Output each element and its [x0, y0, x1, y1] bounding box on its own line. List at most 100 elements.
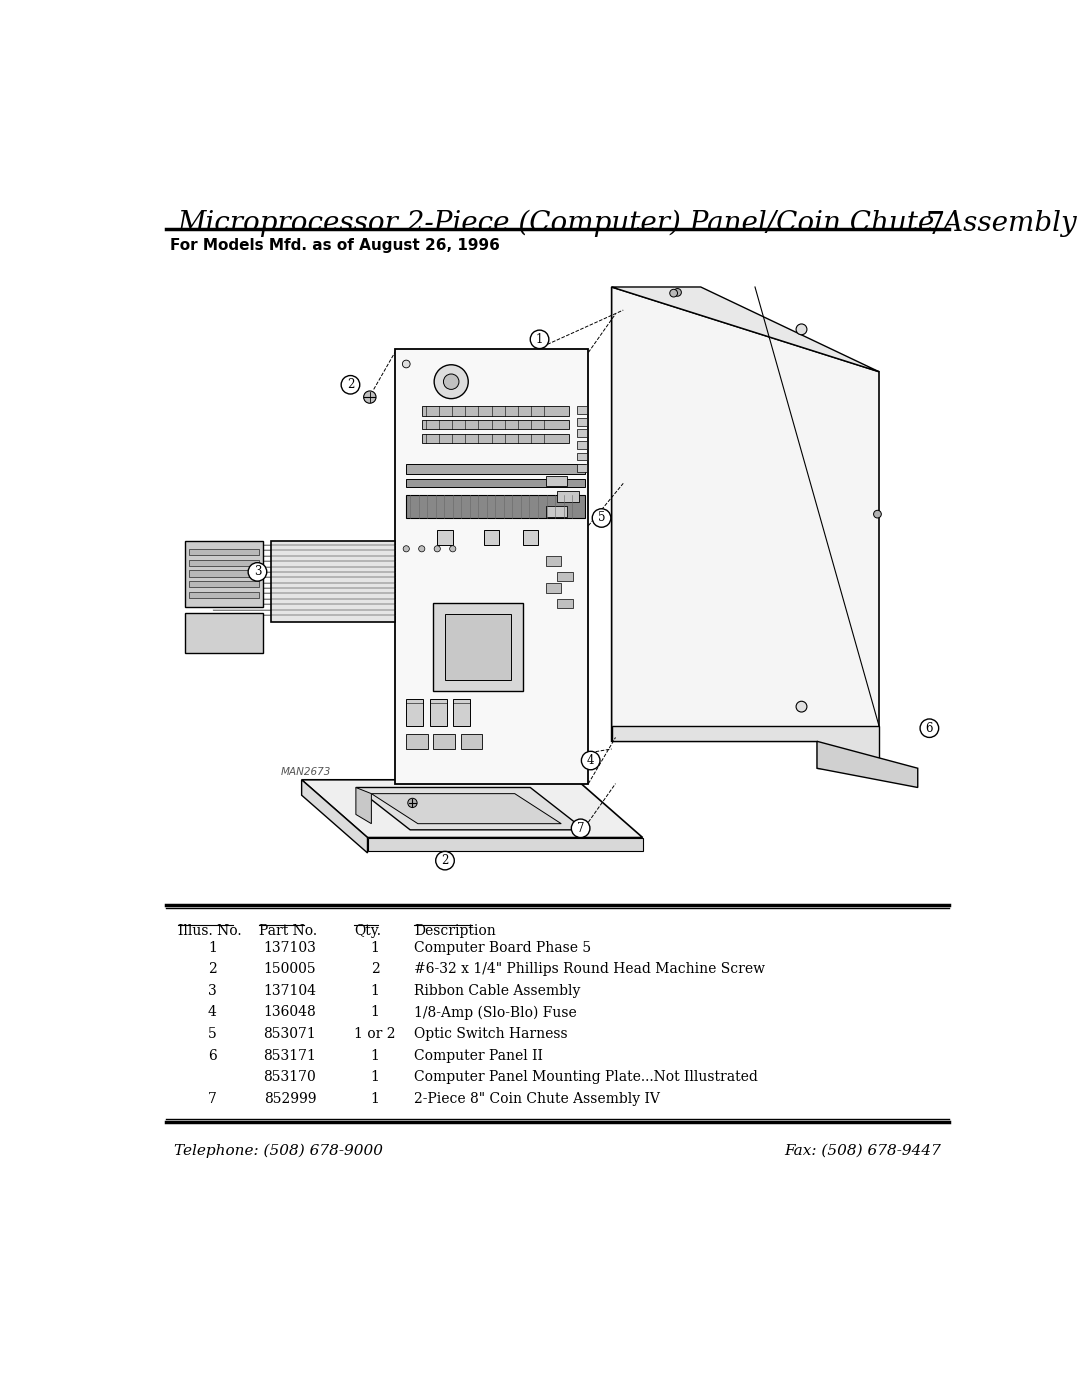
Text: For Models Mfd. as of August 26, 1996: For Models Mfd. as of August 26, 1996 [170, 239, 500, 253]
Text: 136048: 136048 [264, 1006, 316, 1020]
Polygon shape [186, 613, 262, 652]
Text: 2: 2 [347, 379, 354, 391]
Text: 1: 1 [208, 940, 217, 954]
Polygon shape [523, 529, 538, 545]
Polygon shape [545, 475, 567, 486]
Text: 5: 5 [598, 511, 605, 524]
Text: Computer Panel Mounting Plate...Not Illustrated: Computer Panel Mounting Plate...Not Illu… [414, 1070, 758, 1084]
Text: 1: 1 [370, 983, 380, 997]
Polygon shape [406, 479, 584, 488]
Text: 7: 7 [208, 1091, 217, 1105]
Text: Telephone: (508) 678-9000: Telephone: (508) 678-9000 [174, 1144, 382, 1158]
Polygon shape [301, 780, 367, 854]
Circle shape [920, 719, 939, 738]
Text: 7: 7 [926, 210, 945, 242]
Text: 3: 3 [254, 566, 261, 578]
Circle shape [449, 546, 456, 552]
Circle shape [434, 365, 469, 398]
Polygon shape [557, 490, 579, 502]
Text: 5: 5 [208, 1027, 217, 1041]
Polygon shape [189, 581, 259, 587]
Polygon shape [372, 793, 562, 824]
Polygon shape [301, 780, 643, 838]
Text: 1 or 2: 1 or 2 [354, 1027, 396, 1041]
Text: 852999: 852999 [264, 1091, 316, 1105]
Text: 1: 1 [370, 1049, 380, 1063]
Polygon shape [433, 602, 523, 692]
Circle shape [592, 509, 611, 527]
Text: Illus. No.: Illus. No. [177, 923, 241, 937]
Circle shape [670, 289, 677, 298]
Polygon shape [186, 541, 262, 606]
Text: Microprocessor 2-Piece (Computer) Panel/Coin Chute Assembly: Microprocessor 2-Piece (Computer) Panel/… [177, 210, 1077, 237]
Polygon shape [422, 420, 569, 429]
Polygon shape [460, 733, 482, 749]
Polygon shape [189, 592, 259, 598]
Text: 7: 7 [577, 821, 584, 835]
Circle shape [581, 752, 600, 770]
Polygon shape [189, 549, 259, 555]
Text: Computer Panel II: Computer Panel II [414, 1049, 543, 1063]
Circle shape [530, 330, 549, 349]
Polygon shape [271, 541, 394, 622]
Text: 2: 2 [442, 854, 448, 868]
Text: 853170: 853170 [264, 1070, 316, 1084]
Text: 1: 1 [370, 1006, 380, 1020]
Circle shape [434, 546, 441, 552]
Text: 1/8-Amp (Slo-Blo) Fuse: 1/8-Amp (Slo-Blo) Fuse [414, 1006, 577, 1020]
Polygon shape [484, 529, 499, 545]
Text: Qty.: Qty. [354, 923, 381, 937]
Text: 853171: 853171 [264, 1049, 316, 1063]
Text: 2: 2 [208, 963, 217, 977]
Polygon shape [577, 453, 586, 460]
Text: 1: 1 [370, 1091, 380, 1105]
Text: MAN2673: MAN2673 [281, 767, 332, 777]
Polygon shape [577, 407, 586, 414]
Polygon shape [189, 560, 259, 566]
Text: Description: Description [414, 923, 496, 937]
Text: 1: 1 [536, 332, 543, 346]
Text: 4: 4 [208, 1006, 217, 1020]
Polygon shape [445, 615, 511, 680]
Polygon shape [453, 698, 470, 726]
Polygon shape [611, 286, 879, 372]
Text: #6-32 x 1/4" Phillips Round Head Machine Screw: #6-32 x 1/4" Phillips Round Head Machine… [414, 963, 765, 977]
Text: 150005: 150005 [264, 963, 316, 977]
Polygon shape [406, 698, 423, 726]
Text: 2-Piece 8" Coin Chute Assembly IV: 2-Piece 8" Coin Chute Assembly IV [414, 1091, 660, 1105]
Polygon shape [611, 726, 879, 768]
Polygon shape [406, 495, 584, 518]
Polygon shape [367, 838, 643, 851]
Polygon shape [430, 698, 446, 726]
Polygon shape [577, 429, 586, 437]
Polygon shape [422, 434, 569, 443]
Polygon shape [816, 742, 918, 788]
Circle shape [435, 851, 455, 870]
Polygon shape [422, 407, 569, 415]
Polygon shape [545, 556, 562, 566]
Text: 6: 6 [208, 1049, 217, 1063]
Circle shape [571, 819, 590, 838]
Circle shape [796, 324, 807, 335]
Text: 1: 1 [370, 940, 380, 954]
Circle shape [364, 391, 376, 404]
Polygon shape [356, 788, 372, 824]
Polygon shape [557, 599, 572, 608]
Text: 137104: 137104 [264, 983, 316, 997]
Circle shape [444, 374, 459, 390]
Circle shape [674, 289, 681, 296]
Text: Optic Switch Harness: Optic Switch Harness [414, 1027, 568, 1041]
Polygon shape [611, 286, 879, 742]
Circle shape [248, 563, 267, 581]
Text: 3: 3 [208, 983, 217, 997]
Polygon shape [557, 571, 572, 581]
Polygon shape [406, 733, 428, 749]
Polygon shape [577, 464, 586, 472]
Circle shape [341, 376, 360, 394]
Polygon shape [545, 584, 562, 592]
Text: 4: 4 [586, 754, 594, 767]
Polygon shape [189, 570, 259, 577]
Polygon shape [406, 464, 584, 474]
Polygon shape [356, 788, 584, 830]
Text: 2: 2 [370, 963, 380, 977]
